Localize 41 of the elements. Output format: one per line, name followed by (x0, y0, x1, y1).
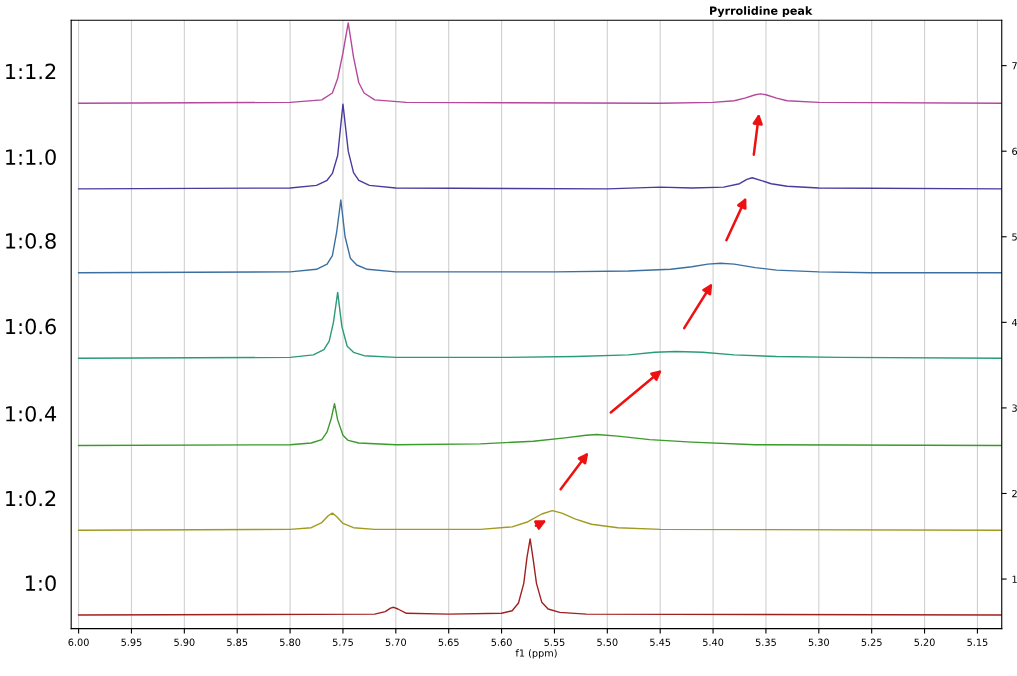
line-series (77, 538, 1002, 616)
x-tick-label: 5.40 (702, 638, 724, 646)
x-tick-label: 5.50 (597, 638, 618, 646)
series-label: 1:0.4 (6, 405, 57, 422)
series-label: 1:0.2 (6, 490, 56, 507)
x-tick-label: 5.45 (650, 638, 671, 646)
line-series (77, 402, 1002, 447)
series-label: 1:1.2 (6, 63, 56, 80)
line-series (77, 22, 1002, 104)
series-label: 1:1.0 (6, 149, 56, 165)
x-tick-label: 5.65 (438, 638, 459, 646)
y-tick-label: 4 (1011, 318, 1017, 327)
x-tick-label: 5.60 (491, 638, 512, 646)
x-tick-label: 5.35 (755, 638, 776, 646)
x-tick-label: 5.70 (385, 638, 406, 646)
x-tick-label: 5.75 (332, 638, 353, 646)
x-tick-label: 6.00 (68, 638, 89, 646)
y-tick-label: 1 (1012, 575, 1017, 583)
y-tick-label: 6 (1012, 147, 1017, 156)
x-tick-label: 5.80 (280, 638, 301, 646)
y-tick-label: 3 (1012, 404, 1017, 412)
x-tick-label: 5.25 (861, 638, 882, 646)
line-series (77, 199, 1002, 274)
y-tick-label: 5 (1012, 233, 1017, 241)
x-tick-label: 5.30 (808, 638, 829, 646)
x-tick-label: 5.90 (174, 638, 195, 646)
series-label: 1:0.8 (6, 233, 56, 249)
line-series (77, 103, 1002, 190)
series-label: 1:0.6 (6, 318, 56, 335)
series-label: 1:0 (25, 575, 56, 592)
y-tick-label: 2 (1012, 489, 1017, 498)
line-series (77, 291, 1002, 359)
x-tick-label: 5.15 (967, 638, 988, 646)
x-tick-label: 5.85 (227, 638, 248, 646)
x-axis-title: f1 (ppm) (515, 649, 557, 659)
x-tick-label: 5.95 (121, 638, 142, 646)
text: Pyrrolidine peak (710, 6, 813, 18)
x-tick-label: 5.20 (914, 638, 935, 646)
line-series (77, 509, 1002, 531)
y-tick-label: 7 (1012, 62, 1017, 70)
x-tick-label: 5.55 (544, 638, 565, 646)
